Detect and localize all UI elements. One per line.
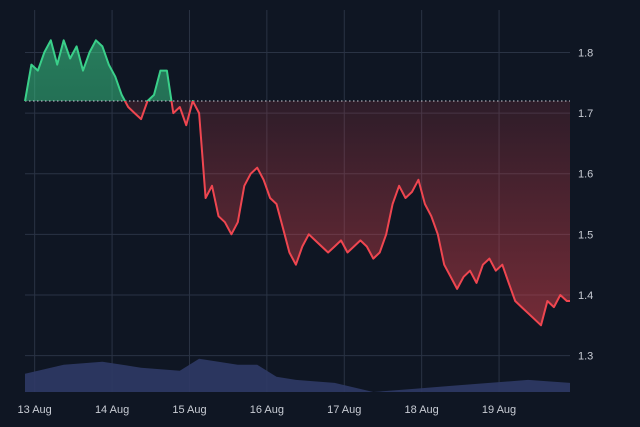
x-tick-label: 18 Aug [405,404,439,416]
price-line-above [24,39,194,101]
volume-area [25,358,570,392]
price-line [24,39,570,327]
x-tick-label: 13 Aug [18,404,52,416]
y-tick-label: 1.6 [578,169,593,181]
volume-shape [25,358,570,392]
x-tick-label: 16 Aug [250,404,284,416]
x-tick-label: 15 Aug [172,404,206,416]
area-above-baseline [25,40,570,101]
x-tick-label: 19 Aug [482,404,516,416]
x-axis-labels: 13 Aug 14 Aug 15 Aug 16 Aug 17 Aug 18 Aug 19 A… [18,404,517,416]
price-fill [25,40,570,326]
y-tick-label: 1.5 [578,229,593,241]
x-tick-label: 14 Aug [95,404,129,416]
area-below-baseline [25,100,570,326]
y-tick-label: 1.7 [578,108,593,120]
y-tick-label: 1.3 [578,351,593,363]
price-line-below [24,100,570,327]
y-axis-labels: 1.3 1.4 1.5 1.6 1.7 1.8 [578,47,593,362]
y-tick-label: 1.8 [578,47,593,59]
x-tick-label: 17 Aug [327,404,361,416]
y-tick-label: 1.4 [578,290,593,302]
